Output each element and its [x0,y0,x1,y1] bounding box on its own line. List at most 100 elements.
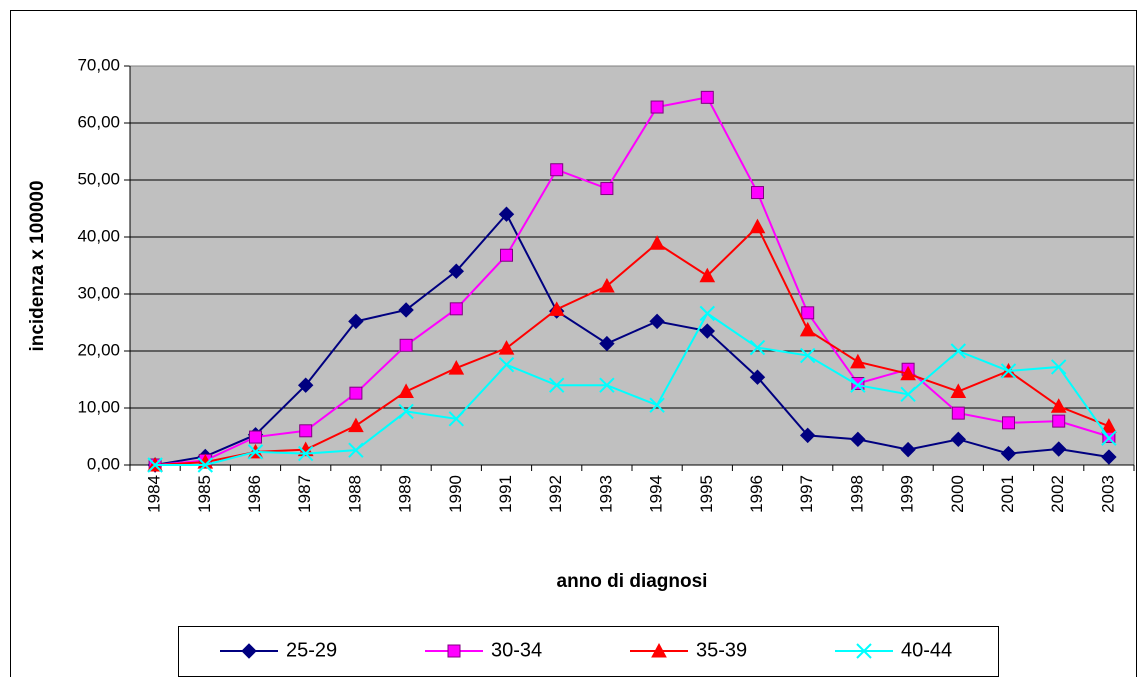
x-tick-label: 2003 [1098,475,1117,513]
y-tick-label: 20,00 [77,340,120,359]
x-tick-label: 1993 [596,475,615,513]
data-point [448,411,465,427]
legend-marker [856,643,872,659]
data-point [349,386,363,400]
x-tick-label: 1996 [747,475,766,513]
legend-marker [447,644,461,658]
x-tick-label: 1995 [697,475,716,513]
data-point [297,377,314,393]
data-point [1000,363,1017,379]
data-point [799,347,816,364]
x-tick-label: 1986 [245,475,264,513]
data-point [850,431,866,448]
x-tick-label: 1987 [295,475,314,513]
x-tick-label: 2000 [948,475,967,513]
data-point [548,301,565,316]
x-axis-title: anno di diagnosi [557,571,708,592]
y-tick-label: 60,00 [77,112,120,131]
data-point [398,302,414,318]
data-point [1050,359,1067,375]
y-tick-label: 0,00 [87,454,120,473]
y-tick-label: 50,00 [77,169,120,188]
data-point [599,377,615,393]
data-point [1050,398,1067,413]
legend-marker [241,643,257,659]
data-point [498,206,515,222]
y-tick-label: 70,00 [77,55,120,74]
data-point [1050,441,1067,457]
y-axis-title: incidenza x 100000 [27,180,48,351]
x-tick-label: 1984 [145,475,164,513]
data-point [951,406,965,420]
series-line [154,212,1110,466]
data-point [850,353,866,369]
data-point [950,383,967,398]
data-point [498,340,515,355]
legend-label: 30-34 [491,639,542,661]
data-point [1101,449,1117,465]
data-point [1000,445,1017,462]
x-tick-label: 1998 [847,475,866,513]
x-tick-label: 1989 [396,475,415,513]
data-point [600,182,614,196]
data-point [599,277,615,293]
x-tick-label: 2001 [998,475,1017,513]
data-point [448,263,465,279]
data-point [449,302,463,316]
data-point [147,457,163,473]
data-point [599,335,615,352]
data-point [498,356,515,373]
series-line [155,311,1110,466]
x-tick-label: 1985 [195,475,214,513]
data-point [1002,416,1015,430]
data-point [900,386,916,403]
data-point [500,248,513,262]
x-tick-label: 1991 [496,475,515,513]
data-point [700,90,714,104]
x-tick-label: 1992 [546,475,565,513]
series-line [155,225,1110,466]
data-point [749,339,766,356]
data-point [348,417,364,433]
data-point [749,369,766,385]
y-tick-label: 40,00 [77,226,120,245]
legend-label: 25-29 [286,639,337,661]
x-tick-label: 1990 [446,475,465,513]
data-point [699,305,716,322]
data-point [398,403,414,420]
data-point [699,267,716,283]
y-tick-label: 10,00 [77,397,120,416]
data-point [1101,430,1117,446]
data-point [399,338,413,352]
legend-label: 40-44 [901,639,952,661]
data-point [550,163,564,177]
legend-marker [651,642,667,658]
data-point [548,377,565,393]
legend-label: 35-39 [696,639,747,661]
data-point [1052,414,1066,428]
data-point [398,383,414,398]
data-point [801,306,815,320]
data-point [1101,418,1117,433]
data-point [850,377,866,393]
x-tick-label: 1988 [345,475,364,513]
data-point [649,313,665,330]
data-point [900,365,916,381]
data-point [649,235,665,250]
x-tick-label: 1999 [898,475,917,513]
data-point [900,441,916,458]
data-point [699,323,716,339]
data-point [799,321,816,337]
data-point [950,431,967,448]
x-tick-label: 1997 [797,475,816,513]
data-point [348,442,364,458]
data-point [247,444,264,460]
data-point [297,445,314,462]
data-point [799,427,816,444]
data-point [448,360,465,375]
data-point [197,457,214,473]
data-point [649,397,665,413]
data-point [348,313,364,330]
